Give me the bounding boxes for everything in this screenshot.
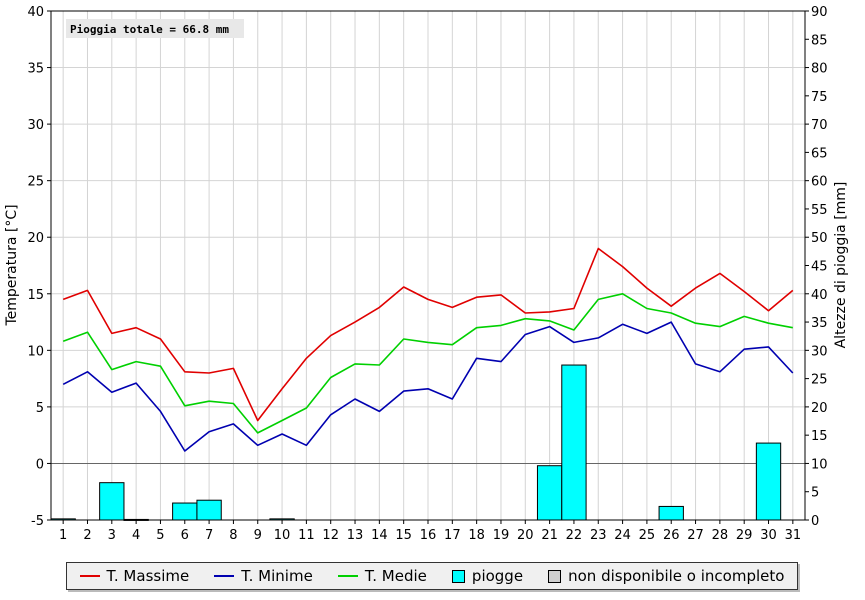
legend-swatch-unavailable <box>548 569 562 583</box>
x-tick-label: 15 <box>395 528 412 543</box>
right-tick-label: 5 <box>811 486 819 501</box>
x-tick-label: 6 <box>181 528 189 543</box>
grid-lines <box>51 10 805 521</box>
rain-bar <box>536 465 563 521</box>
rain-bar <box>658 505 684 521</box>
right-tick-label: 50 <box>811 231 828 246</box>
legend-swatch-mean <box>337 575 358 577</box>
x-tick-label: 26 <box>663 528 680 543</box>
x-tick-label: 29 <box>736 528 753 543</box>
legend-item-mean: T. Medie <box>337 567 427 585</box>
left-tick-label: 30 <box>27 118 44 133</box>
legend-swatch-min <box>214 575 235 577</box>
left-tick-label: 5 <box>36 401 44 416</box>
x-tick-label: 13 <box>347 528 364 543</box>
x-tick-label: 2 <box>83 528 91 543</box>
x-axis-ticks: 1 2 3 4 5 6 7 8 9 10 11 12 13 14 15 16 17 18 19 20 21 22 23 24 2… <box>59 520 801 543</box>
right-tick-label: 60 <box>811 175 828 190</box>
legend-label-max: T. Massime <box>106 567 190 585</box>
rain-bar <box>755 442 782 521</box>
right-tick-label: 55 <box>811 203 828 218</box>
y-axis-label-right: Altezze di pioggia [mm] <box>833 182 849 349</box>
left-tick-label: 35 <box>27 62 44 77</box>
legend-label-unavailable: non disponibile o incompleto <box>568 567 785 585</box>
x-tick-label: 28 <box>712 528 729 543</box>
series-line-t-minime <box>62 321 794 452</box>
x-tick-label: 14 <box>371 528 388 543</box>
legend-label-min: T. Minime <box>241 567 313 585</box>
legend-label-rain: piogge <box>471 567 524 585</box>
rain-bar <box>561 364 587 521</box>
right-tick-label: 25 <box>811 373 828 388</box>
x-tick-label: 1 <box>59 528 67 543</box>
x-tick-label: 19 <box>493 528 510 543</box>
x-tick-label: 7 <box>205 528 213 543</box>
x-tick-label: 20 <box>517 528 534 543</box>
x-tick-label: 10 <box>274 528 291 543</box>
right-tick-label: 15 <box>811 429 828 444</box>
right-tick-label: 20 <box>811 401 828 416</box>
left-axis-ticks: -5 0 5 10 15 20 25 30 35 40 <box>27 5 51 529</box>
left-tick-label: 20 <box>27 231 44 246</box>
x-tick-label: 24 <box>614 528 631 543</box>
x-tick-label: 23 <box>590 528 607 543</box>
left-tick-label: 15 <box>27 288 44 303</box>
rain-bar <box>196 499 222 521</box>
legend-label-mean: T. Medie <box>364 567 427 585</box>
right-tick-label: 40 <box>811 288 828 303</box>
rain-total-annotation: Pioggia totale = 66.8 mm <box>70 23 229 36</box>
x-tick-label: 21 <box>541 528 558 543</box>
x-tick-label: 5 <box>156 528 164 543</box>
right-tick-label: 0 <box>811 514 819 529</box>
x-tick-label: 22 <box>566 528 583 543</box>
x-tick-label: 18 <box>468 528 485 543</box>
x-tick-label: 31 <box>785 528 802 543</box>
rain-bar <box>99 482 125 521</box>
x-tick-label: 30 <box>760 528 777 543</box>
right-tick-label: 80 <box>811 62 828 77</box>
legend-item-rain: piogge <box>451 567 524 585</box>
legend-swatch-rain <box>451 569 465 583</box>
right-tick-label: 75 <box>811 90 828 105</box>
temperature-lines <box>62 247 794 452</box>
series-line-t-massime <box>62 247 794 422</box>
left-tick-label: 0 <box>36 457 44 472</box>
right-tick-label: 90 <box>811 5 828 20</box>
series-line-t-medie <box>62 292 793 434</box>
x-tick-label: 25 <box>639 528 656 543</box>
rain-bars <box>50 364 782 521</box>
legend-item-unavailable: non disponibile o incompleto <box>548 567 784 585</box>
y-axis-label-left: Temperatura [°C] <box>4 204 20 326</box>
x-tick-label: 12 <box>322 528 339 543</box>
x-tick-label: 3 <box>108 528 116 543</box>
right-tick-label: 45 <box>811 260 828 275</box>
right-tick-label: 10 <box>811 457 828 472</box>
annotation-box <box>66 19 244 38</box>
rain-bar <box>172 502 198 521</box>
right-tick-label: 85 <box>811 33 828 48</box>
right-axis-ticks: 0 5 10 15 20 25 30 35 40 45 50 55 60 65 70 75 80 85 90 <box>805 5 828 529</box>
left-tick-label: 25 <box>27 175 44 190</box>
legend: T. Massime T. Minime T. Medie piogge non… <box>66 562 798 590</box>
x-tick-label: 17 <box>444 528 461 543</box>
left-tick-label: -5 <box>31 514 44 529</box>
left-tick-label: 10 <box>27 344 44 359</box>
x-tick-label: 11 <box>298 528 315 543</box>
left-tick-label: 40 <box>27 5 44 20</box>
x-tick-label: 16 <box>420 528 437 543</box>
right-tick-label: 35 <box>811 316 828 331</box>
legend-item-max: T. Massime <box>79 567 190 585</box>
right-tick-label: 70 <box>811 118 828 133</box>
right-tick-label: 65 <box>811 146 828 161</box>
x-tick-label: 27 <box>687 528 704 543</box>
x-tick-label: 9 <box>254 528 262 543</box>
right-tick-label: 30 <box>811 344 828 359</box>
x-tick-label: 4 <box>132 528 140 543</box>
legend-swatch-max <box>79 575 100 577</box>
x-tick-label: 8 <box>229 528 237 543</box>
legend-item-min: T. Minime <box>214 567 313 585</box>
